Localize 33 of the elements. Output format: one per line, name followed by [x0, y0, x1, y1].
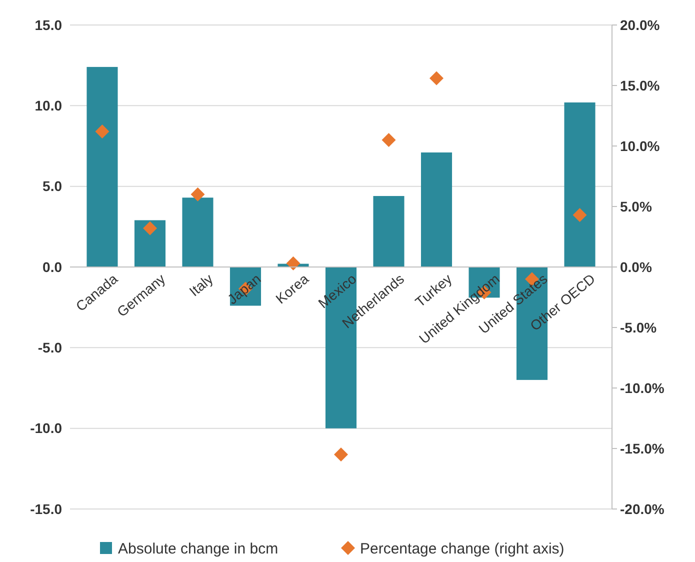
point — [430, 71, 444, 86]
point — [572, 208, 587, 222]
x-tick-label: Italy — [186, 270, 216, 300]
y2-tick-label: -5.0% — [620, 319, 658, 336]
legend-label: Absolute change in bcm — [118, 540, 278, 558]
y-tick-label: -15.0 — [30, 500, 62, 517]
point — [382, 132, 396, 147]
bar — [373, 196, 404, 267]
y2-tick-label: -15.0% — [620, 440, 665, 456]
point — [190, 187, 205, 202]
bar — [86, 66, 118, 267]
bar — [134, 220, 166, 267]
y2-tick-label: -20.0% — [620, 500, 665, 517]
bar — [182, 198, 214, 267]
point — [286, 256, 300, 270]
y2-tick-label: 0.0% — [620, 258, 652, 275]
y-tick-label: 0.0 — [42, 258, 62, 275]
y2-tick-label: 5.0% — [620, 198, 652, 214]
y2-tick-label: -10.0% — [620, 380, 665, 396]
y-tick-label: 15.0 — [34, 16, 62, 33]
legend-label: Percentage change (right axis) — [360, 540, 564, 558]
y2-tick-label: 20.0% — [620, 16, 660, 33]
y-tick-label: 5.0 — [42, 178, 62, 194]
y-tick-label: 10.0 — [34, 98, 62, 114]
y-tick-label: -5.0 — [38, 340, 62, 356]
y2-tick-label: 10.0% — [620, 138, 660, 154]
point — [334, 448, 348, 462]
bar — [420, 152, 452, 267]
point — [95, 124, 110, 138]
point — [142, 221, 157, 236]
bar — [564, 102, 596, 267]
y-tick-label: -10.0 — [30, 420, 62, 436]
y2-tick-label: 15.0% — [620, 77, 660, 94]
